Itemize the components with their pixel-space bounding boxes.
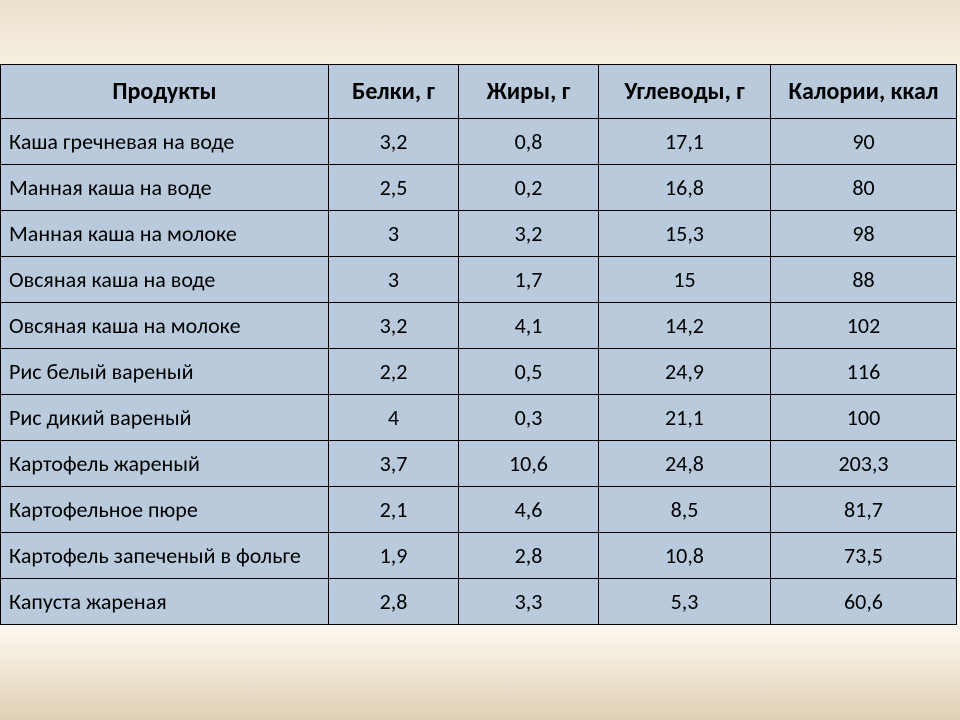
nutrition-table: Продукты Белки, г Жиры, г Углеводы, г Ка… (0, 64, 957, 625)
cell-fat: 2,8 (459, 533, 599, 579)
cell-fat: 4,1 (459, 303, 599, 349)
cell-calories: 73,5 (771, 533, 957, 579)
table-row: Манная каша на воде 2,5 0,2 16,8 80 (1, 165, 957, 211)
cell-carbs: 24,8 (599, 441, 771, 487)
table-row: Овсяная каша на воде 3 1,7 15 88 (1, 257, 957, 303)
cell-product: Картофель жареный (1, 441, 329, 487)
col-header-product: Продукты (1, 65, 329, 119)
cell-carbs: 14,2 (599, 303, 771, 349)
cell-product: Капуста жареная (1, 579, 329, 625)
cell-calories: 60,6 (771, 579, 957, 625)
cell-protein: 4 (329, 395, 459, 441)
cell-protein: 3 (329, 257, 459, 303)
cell-fat: 0,8 (459, 119, 599, 165)
table-row: Картофельное пюре 2,1 4,6 8,5 81,7 (1, 487, 957, 533)
cell-calories: 90 (771, 119, 957, 165)
cell-fat: 3,2 (459, 211, 599, 257)
table-row: Манная каша на молоке 3 3,2 15,3 98 (1, 211, 957, 257)
table-row: Картофель запеченый в фольге 1,9 2,8 10,… (1, 533, 957, 579)
cell-fat: 0,5 (459, 349, 599, 395)
cell-carbs: 8,5 (599, 487, 771, 533)
cell-carbs: 21,1 (599, 395, 771, 441)
cell-product: Картофельное пюре (1, 487, 329, 533)
table-row: Рис дикий вареный 4 0,3 21,1 100 (1, 395, 957, 441)
table-row: Овсяная каша на молоке 3,2 4,1 14,2 102 (1, 303, 957, 349)
cell-product: Картофель запеченый в фольге (1, 533, 329, 579)
cell-carbs: 10,8 (599, 533, 771, 579)
table-row: Картофель жареный 3,7 10,6 24,8 203,3 (1, 441, 957, 487)
cell-carbs: 5,3 (599, 579, 771, 625)
cell-fat: 10,6 (459, 441, 599, 487)
cell-fat: 0,3 (459, 395, 599, 441)
cell-fat: 0,2 (459, 165, 599, 211)
table-header-row: Продукты Белки, г Жиры, г Углеводы, г Ка… (1, 65, 957, 119)
cell-protein: 2,2 (329, 349, 459, 395)
cell-calories: 203,3 (771, 441, 957, 487)
cell-protein: 3,2 (329, 119, 459, 165)
cell-protein: 2,1 (329, 487, 459, 533)
col-header-carbs: Углеводы, г (599, 65, 771, 119)
cell-calories: 116 (771, 349, 957, 395)
cell-product: Овсяная каша на воде (1, 257, 329, 303)
table-row: Каша гречневая на воде 3,2 0,8 17,1 90 (1, 119, 957, 165)
cell-carbs: 24,9 (599, 349, 771, 395)
cell-calories: 98 (771, 211, 957, 257)
table-row: Капуста жареная 2,8 3,3 5,3 60,6 (1, 579, 957, 625)
cell-product: Манная каша на молоке (1, 211, 329, 257)
col-header-fat: Жиры, г (459, 65, 599, 119)
cell-product: Каша гречневая на воде (1, 119, 329, 165)
nutrition-table-wrap: Продукты Белки, г Жиры, г Углеводы, г Ка… (0, 64, 957, 625)
table-row: Рис белый вареный 2,2 0,5 24,9 116 (1, 349, 957, 395)
cell-protein: 2,8 (329, 579, 459, 625)
cell-calories: 80 (771, 165, 957, 211)
col-header-protein: Белки, г (329, 65, 459, 119)
cell-product: Овсяная каша на молоке (1, 303, 329, 349)
cell-calories: 81,7 (771, 487, 957, 533)
cell-carbs: 15,3 (599, 211, 771, 257)
cell-protein: 2,5 (329, 165, 459, 211)
cell-carbs: 17,1 (599, 119, 771, 165)
cell-product: Рис белый вареный (1, 349, 329, 395)
cell-fat: 1,7 (459, 257, 599, 303)
cell-protein: 1,9 (329, 533, 459, 579)
cell-fat: 4,6 (459, 487, 599, 533)
cell-protein: 3,2 (329, 303, 459, 349)
cell-product: Манная каша на воде (1, 165, 329, 211)
cell-product: Рис дикий вареный (1, 395, 329, 441)
col-header-calories: Калории, ккал (771, 65, 957, 119)
cell-fat: 3,3 (459, 579, 599, 625)
cell-protein: 3,7 (329, 441, 459, 487)
cell-calories: 88 (771, 257, 957, 303)
cell-calories: 100 (771, 395, 957, 441)
cell-carbs: 15 (599, 257, 771, 303)
cell-carbs: 16,8 (599, 165, 771, 211)
cell-protein: 3 (329, 211, 459, 257)
cell-calories: 102 (771, 303, 957, 349)
